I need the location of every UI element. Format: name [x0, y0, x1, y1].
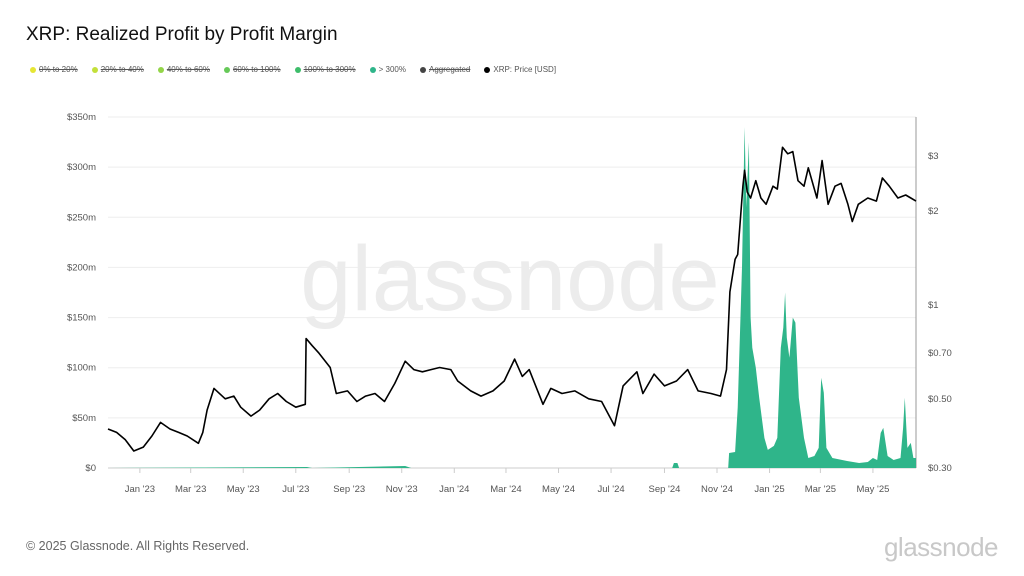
copyright: © 2025 Glassnode. All Rights Reserved. [26, 539, 250, 553]
legend-label: 20% to 40% [100, 65, 144, 74]
x-tick-label: Jul '24 [597, 484, 624, 495]
y-left-tick-label: $200m [67, 262, 96, 273]
legend: 0% to 20% 20% to 40% 40% to 60% 60% to 100%… [30, 65, 556, 74]
y-right-tick-label: $0.50 [928, 394, 952, 405]
legend-item[interactable]: 100% to 300% [294, 65, 356, 74]
legend-item[interactable]: 40% to 60% [157, 65, 210, 74]
x-tick-label: Jan '23 [125, 484, 155, 495]
x-tick-label: May '23 [227, 484, 260, 495]
legend-dot-icon [419, 66, 426, 73]
x-tick-label: Jan '25 [754, 484, 784, 495]
y-left-tick-label: $350m [67, 112, 96, 123]
x-tick-label: Jul '23 [282, 484, 309, 495]
legend-item[interactable]: > 300% [369, 65, 406, 74]
legend-item[interactable]: Aggregated [419, 65, 471, 74]
y-right-tick-label: $3 [928, 151, 939, 162]
chart-title: XRP: Realized Profit by Profit Margin [26, 24, 338, 45]
legend-dot-icon [91, 66, 98, 73]
x-tick-label: Mar '25 [805, 484, 836, 495]
y-right-tick-label: $2 [928, 206, 939, 217]
legend-label: 100% to 300% [303, 65, 356, 74]
legend-item[interactable]: 60% to 100% [223, 65, 281, 74]
x-tick-label: Nov '24 [701, 484, 733, 495]
y-left-tick-label: $100m [67, 363, 96, 374]
legend-label: XRP: Price [USD] [493, 65, 557, 74]
y-left-tick-label: $50m [72, 413, 96, 424]
x-tick-label: May '25 [856, 484, 889, 495]
legend-item[interactable]: 20% to 40% [91, 65, 144, 74]
legend-dot-icon [294, 66, 301, 73]
legend-dot-icon [223, 66, 230, 73]
legend-dot-icon [30, 66, 36, 73]
legend-label: > 300% [378, 65, 406, 74]
brand-logo: glassnode [883, 532, 999, 562]
legend-dot-icon [157, 66, 164, 73]
x-tick-label: Sep '24 [649, 484, 681, 495]
y-left-tick-label: $300m [67, 162, 96, 173]
x-tick-label: Mar '24 [490, 484, 521, 495]
x-tick-label: May '24 [542, 484, 575, 495]
x-tick-label: Jan '24 [439, 484, 469, 495]
legend-label: 60% to 100% [232, 65, 281, 74]
legend-label: 40% to 60% [166, 65, 210, 74]
y-right-tick-label: $1 [928, 300, 939, 311]
x-tick-label: Mar '23 [175, 484, 206, 495]
legend-label: Aggregated [428, 65, 471, 74]
legend-dot-icon [369, 66, 376, 73]
y-left-tick-label: $250m [67, 212, 96, 223]
legend-dot-icon [484, 66, 491, 73]
y-left-tick-label: $0 [85, 463, 96, 474]
series-line-price [107, 146, 917, 452]
x-tick-label: Sep '23 [333, 484, 365, 495]
legend-item[interactable]: XRP: Price [USD] [484, 65, 556, 74]
legend-item[interactable]: 0% to 20% [30, 65, 78, 74]
legend-label: 0% to 20% [39, 65, 78, 74]
y-right-tick-label: $0.30 [928, 463, 952, 474]
watermark: glassnode [300, 228, 719, 330]
y-right-tick-label: $0.70 [928, 348, 952, 359]
y-left-tick-label: $150m [67, 313, 96, 324]
x-tick-label: Nov '23 [386, 484, 418, 495]
